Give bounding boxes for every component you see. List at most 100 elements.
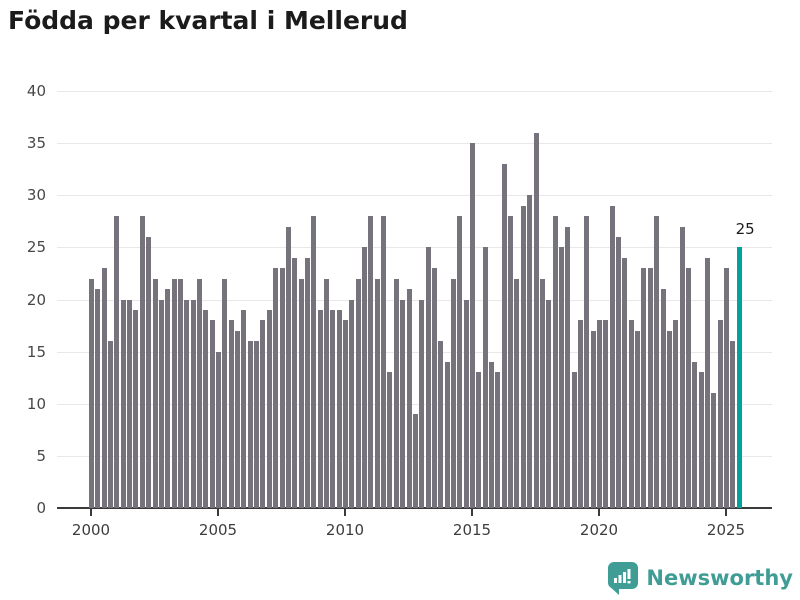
bar (527, 195, 533, 508)
bar (406, 289, 412, 508)
bar (247, 341, 253, 508)
bar (349, 299, 355, 508)
bar (196, 278, 202, 508)
bar (603, 320, 609, 508)
bar (463, 299, 469, 508)
bar (470, 143, 475, 508)
bar (343, 320, 348, 508)
bar (717, 320, 723, 508)
bar (431, 268, 437, 508)
gridline (57, 247, 772, 249)
gridline (57, 299, 772, 301)
bar (666, 330, 672, 508)
bar (241, 309, 247, 508)
x-axis-tick (598, 509, 600, 516)
bar (419, 299, 425, 508)
bar (323, 278, 329, 508)
bar (273, 268, 279, 508)
bar (114, 216, 120, 508)
bar (654, 216, 660, 508)
bar (120, 299, 126, 508)
bar (711, 393, 717, 508)
gridline (57, 351, 772, 353)
y-axis-tick-label: 30 (26, 186, 46, 205)
bar (609, 205, 615, 508)
bar (565, 226, 571, 508)
bar (616, 236, 622, 508)
bar (495, 372, 501, 508)
highlighted-bar (736, 247, 742, 508)
bar (158, 299, 164, 508)
newsworthy-logo: Newsworthy (606, 560, 793, 596)
x-axis-tick (90, 509, 92, 516)
bar (203, 309, 209, 508)
bar (222, 278, 228, 508)
bar (190, 299, 196, 508)
bar (101, 268, 107, 508)
bar (558, 247, 564, 508)
bar (476, 372, 482, 508)
x-axis-tick-label: 2005 (198, 521, 238, 539)
bar (584, 216, 590, 508)
bar-chart-speech-bubble-icon (606, 561, 639, 595)
bar (635, 330, 641, 508)
bar (279, 268, 285, 508)
bar (692, 362, 698, 508)
bar (546, 299, 552, 508)
bar (660, 289, 666, 508)
x-axis-tick (344, 509, 346, 516)
bar (139, 216, 145, 508)
bar (228, 320, 234, 508)
bar (368, 216, 374, 508)
bar (165, 289, 171, 508)
bar (571, 372, 577, 508)
bar (724, 268, 729, 508)
bar (374, 278, 380, 508)
bar (127, 299, 133, 508)
x-axis-tick-label: 2015 (452, 521, 492, 539)
x-axis-tick-label: 2020 (579, 521, 619, 539)
bar (387, 372, 393, 508)
bar (673, 320, 679, 508)
bar (425, 247, 431, 508)
bar (235, 330, 241, 508)
bar (184, 299, 190, 508)
bar (520, 205, 526, 508)
x-axis-tick (217, 509, 219, 516)
bar (400, 299, 406, 508)
bar (292, 257, 298, 508)
bar (298, 278, 304, 508)
bar (177, 278, 183, 508)
bar (508, 216, 514, 508)
bar (330, 309, 336, 508)
x-axis-tick (725, 509, 727, 516)
bar (260, 320, 266, 508)
bar (438, 341, 444, 508)
y-axis-tick-label: 35 (26, 134, 46, 153)
bar (730, 341, 736, 508)
bar (171, 278, 177, 508)
bar (95, 289, 101, 508)
bar (304, 257, 310, 508)
gridline (57, 195, 772, 197)
bar (450, 278, 456, 508)
bar (393, 278, 399, 508)
bar (444, 362, 450, 508)
bar (501, 163, 507, 508)
bar (311, 216, 317, 508)
bar (381, 216, 387, 508)
bar (577, 320, 583, 508)
x-axis-tick-label: 2000 (71, 521, 111, 539)
bar (704, 257, 710, 508)
bar (590, 330, 596, 508)
bar (622, 257, 628, 508)
bar (266, 309, 272, 508)
x-axis-tick-label: 2025 (706, 521, 746, 539)
bar (685, 268, 691, 508)
x-axis-tick-label: 2010 (325, 521, 365, 539)
bar (146, 236, 152, 508)
bar (209, 320, 215, 508)
gridline (57, 91, 772, 92)
bar (679, 226, 685, 508)
